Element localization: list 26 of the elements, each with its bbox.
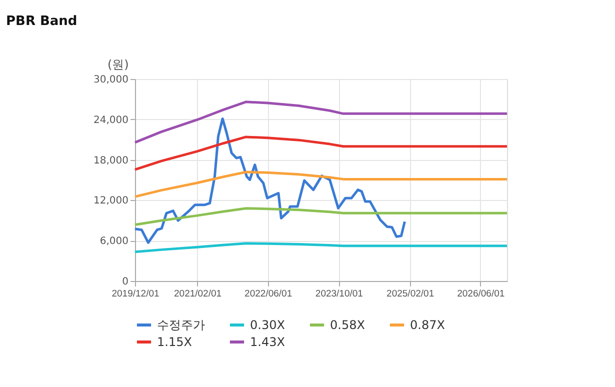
legend-label: 0.87X xyxy=(410,318,445,332)
x-tick-label: 2025/02/01 xyxy=(386,288,434,300)
x-tick-label: 2021/02/01 xyxy=(174,288,222,300)
x-tick-label: 2026/06/01 xyxy=(457,288,505,300)
legend-label: 1.15X xyxy=(157,335,192,349)
x-tick-label: 2019/12/01 xyxy=(112,288,160,300)
legend-label: 0.58X xyxy=(330,318,365,332)
line-series xyxy=(134,100,508,144)
y-tick-label: 24,000 xyxy=(94,114,128,126)
line-series xyxy=(134,242,508,254)
y-tick-label: 0 xyxy=(122,276,128,288)
y-tick-label: 30,000 xyxy=(94,74,128,86)
legend-label: 0.30X xyxy=(250,318,285,332)
line-series xyxy=(134,117,406,244)
legend-label: 수정주가 xyxy=(157,318,205,332)
line-series xyxy=(134,136,508,171)
x-tick-label: 2023/10/01 xyxy=(315,288,363,300)
y-axis-title: (원) xyxy=(108,58,129,72)
y-tick-label: 6,000 xyxy=(100,236,128,248)
x-tick-label: 2022/06/01 xyxy=(244,288,292,300)
y-tick-label: 12,000 xyxy=(94,196,128,207)
line-series xyxy=(134,170,508,198)
line-series xyxy=(134,207,508,226)
chart-title: PBR Band xyxy=(6,14,78,29)
legend-label: 1.43X xyxy=(250,335,285,349)
y-tick-label: 18,000 xyxy=(94,155,128,166)
